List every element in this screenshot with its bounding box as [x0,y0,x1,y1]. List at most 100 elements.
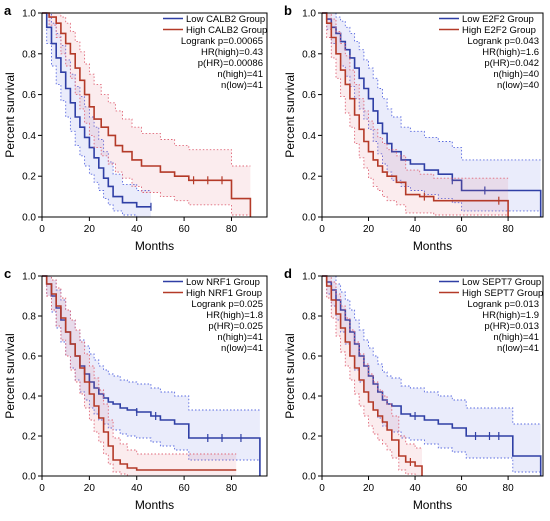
legend-entry-low: Low NRF1 Group [186,277,260,288]
ci-band-high [42,276,237,476]
x-tick-label: 80 [503,224,515,235]
x-tick-label: 0 [319,224,325,235]
legend-stat: Logrank p=0.00065 [181,36,263,47]
x-tick-label: 60 [456,483,468,494]
y-axis-label: Percent survival [283,72,297,157]
legend-entry-high: High SEPT7 Group [462,288,543,299]
plot-area [42,275,261,477]
series-low [42,12,152,218]
x-tick-label: 40 [409,224,421,235]
y-tick-label: 0.2 [22,172,36,183]
plot-area [322,12,542,217]
y-tick-label: 1.0 [22,272,36,283]
y-tick-label: 0.6 [302,90,316,101]
ci-lower-high [42,275,237,477]
y-tick-label: 0.2 [302,172,316,183]
y-tick-label: 0.6 [302,352,316,363]
legend-stat: n(high)=41 [217,69,263,80]
x-tick-label: 60 [179,483,191,494]
survival-curve-low [322,275,542,476]
legend-entry-high: High CALB2 Group [186,25,267,36]
panel-label: c [4,266,11,281]
x-axis-label: Months [413,239,452,253]
x-tick-label: 80 [226,483,238,494]
ci-band-low [322,13,541,217]
ci-band-low [322,276,541,476]
x-tick-label: 20 [363,224,375,235]
y-tick-label: 0.2 [22,432,36,443]
plot-frame [41,12,268,218]
legend-stat: n(high)=40 [493,69,539,80]
ci-upper-low [42,275,260,411]
series-high [42,12,252,217]
panel-c: c Percent survival Months 0 20 40 60 80 0.0 0.2 0.… [3,266,268,512]
x-tick-label: 0 [319,483,325,494]
y-tick-label: 1.0 [302,9,316,20]
x-tick-label: 40 [131,483,143,494]
y-tick-label: 0.4 [22,392,36,403]
legend-entry-high: High NRF1 Group [186,288,262,299]
x-tick-label: 80 [226,224,238,235]
ci-band-high [322,13,509,217]
legend-entry-high: High E2F2 Group [462,25,536,36]
series-low [42,275,261,476]
y-tick-label: 0.6 [22,352,36,363]
series-high [322,275,423,477]
x-tick-label: 0 [39,224,45,235]
y-tick-label: 0.4 [302,392,316,403]
legend-stat: p(HR)=0.025 [208,321,263,332]
y-axis-label: Percent survival [283,333,297,418]
ci-lower-high [42,12,251,217]
y-tick-label: 1.0 [22,9,36,20]
legend-stat: Logrank p=0.013 [467,299,539,310]
y-axis-label: Percent survival [3,333,17,418]
ci-upper-high [42,275,237,455]
x-tick-label: 40 [131,224,143,235]
legend-stat: n(low)=41 [221,343,263,354]
y-tick-label: 0.0 [302,472,316,483]
panel-b: b Percent survival Months 0 20 40 60 80 0.0 0.2 0.… [283,3,544,253]
panel-label: b [284,3,292,18]
ci-lower-high [322,275,422,477]
x-tick-label: 60 [179,224,191,235]
legend-entry-low: Low E2F2 Group [462,14,534,25]
y-tick-label: 0.0 [302,213,316,224]
plot-frame [321,12,544,218]
survival-curve-low [42,275,261,476]
legend-stat: HR(high)=0.43 [201,47,263,58]
survival-curve-high [42,12,252,217]
series-high [42,275,237,477]
survival-curve-high [322,275,423,476]
legend-entry-low: Low CALB2 Group [186,14,265,25]
y-tick-label: 0.0 [22,472,36,483]
plot-area [322,275,542,477]
survival-curve-low [42,12,151,208]
ci-band-high [322,276,422,476]
y-tick-label: 0.8 [302,49,316,60]
y-tick-label: 0.2 [302,432,316,443]
ci-lower-low [42,12,151,218]
x-tick-label: 40 [409,483,421,494]
ci-upper-high [322,275,422,449]
survival-curve-high [42,275,237,471]
panel-a: a Percent survival Months 0 20 40 60 80 0.0 0.2 0.… [3,3,268,253]
y-tick-label: 0.6 [22,90,36,101]
plot-area [42,12,252,218]
legend-stat: n(high)=41 [493,332,539,343]
y-tick-label: 0.8 [22,49,36,60]
legend-stat: n(low)=41 [221,80,263,91]
legend-stat: HR(high)=1.8 [206,310,263,321]
legend-stat: Logrank p=0.043 [467,36,539,47]
ci-upper-low [322,275,541,425]
y-tick-label: 0.4 [302,131,316,142]
series-high [322,12,509,217]
ci-upper-high [322,12,509,179]
legend-stat: n(low)=40 [497,80,539,91]
ci-lower-low [322,12,542,217]
y-tick-label: 1.0 [302,272,316,283]
x-tick-label: 20 [84,224,96,235]
